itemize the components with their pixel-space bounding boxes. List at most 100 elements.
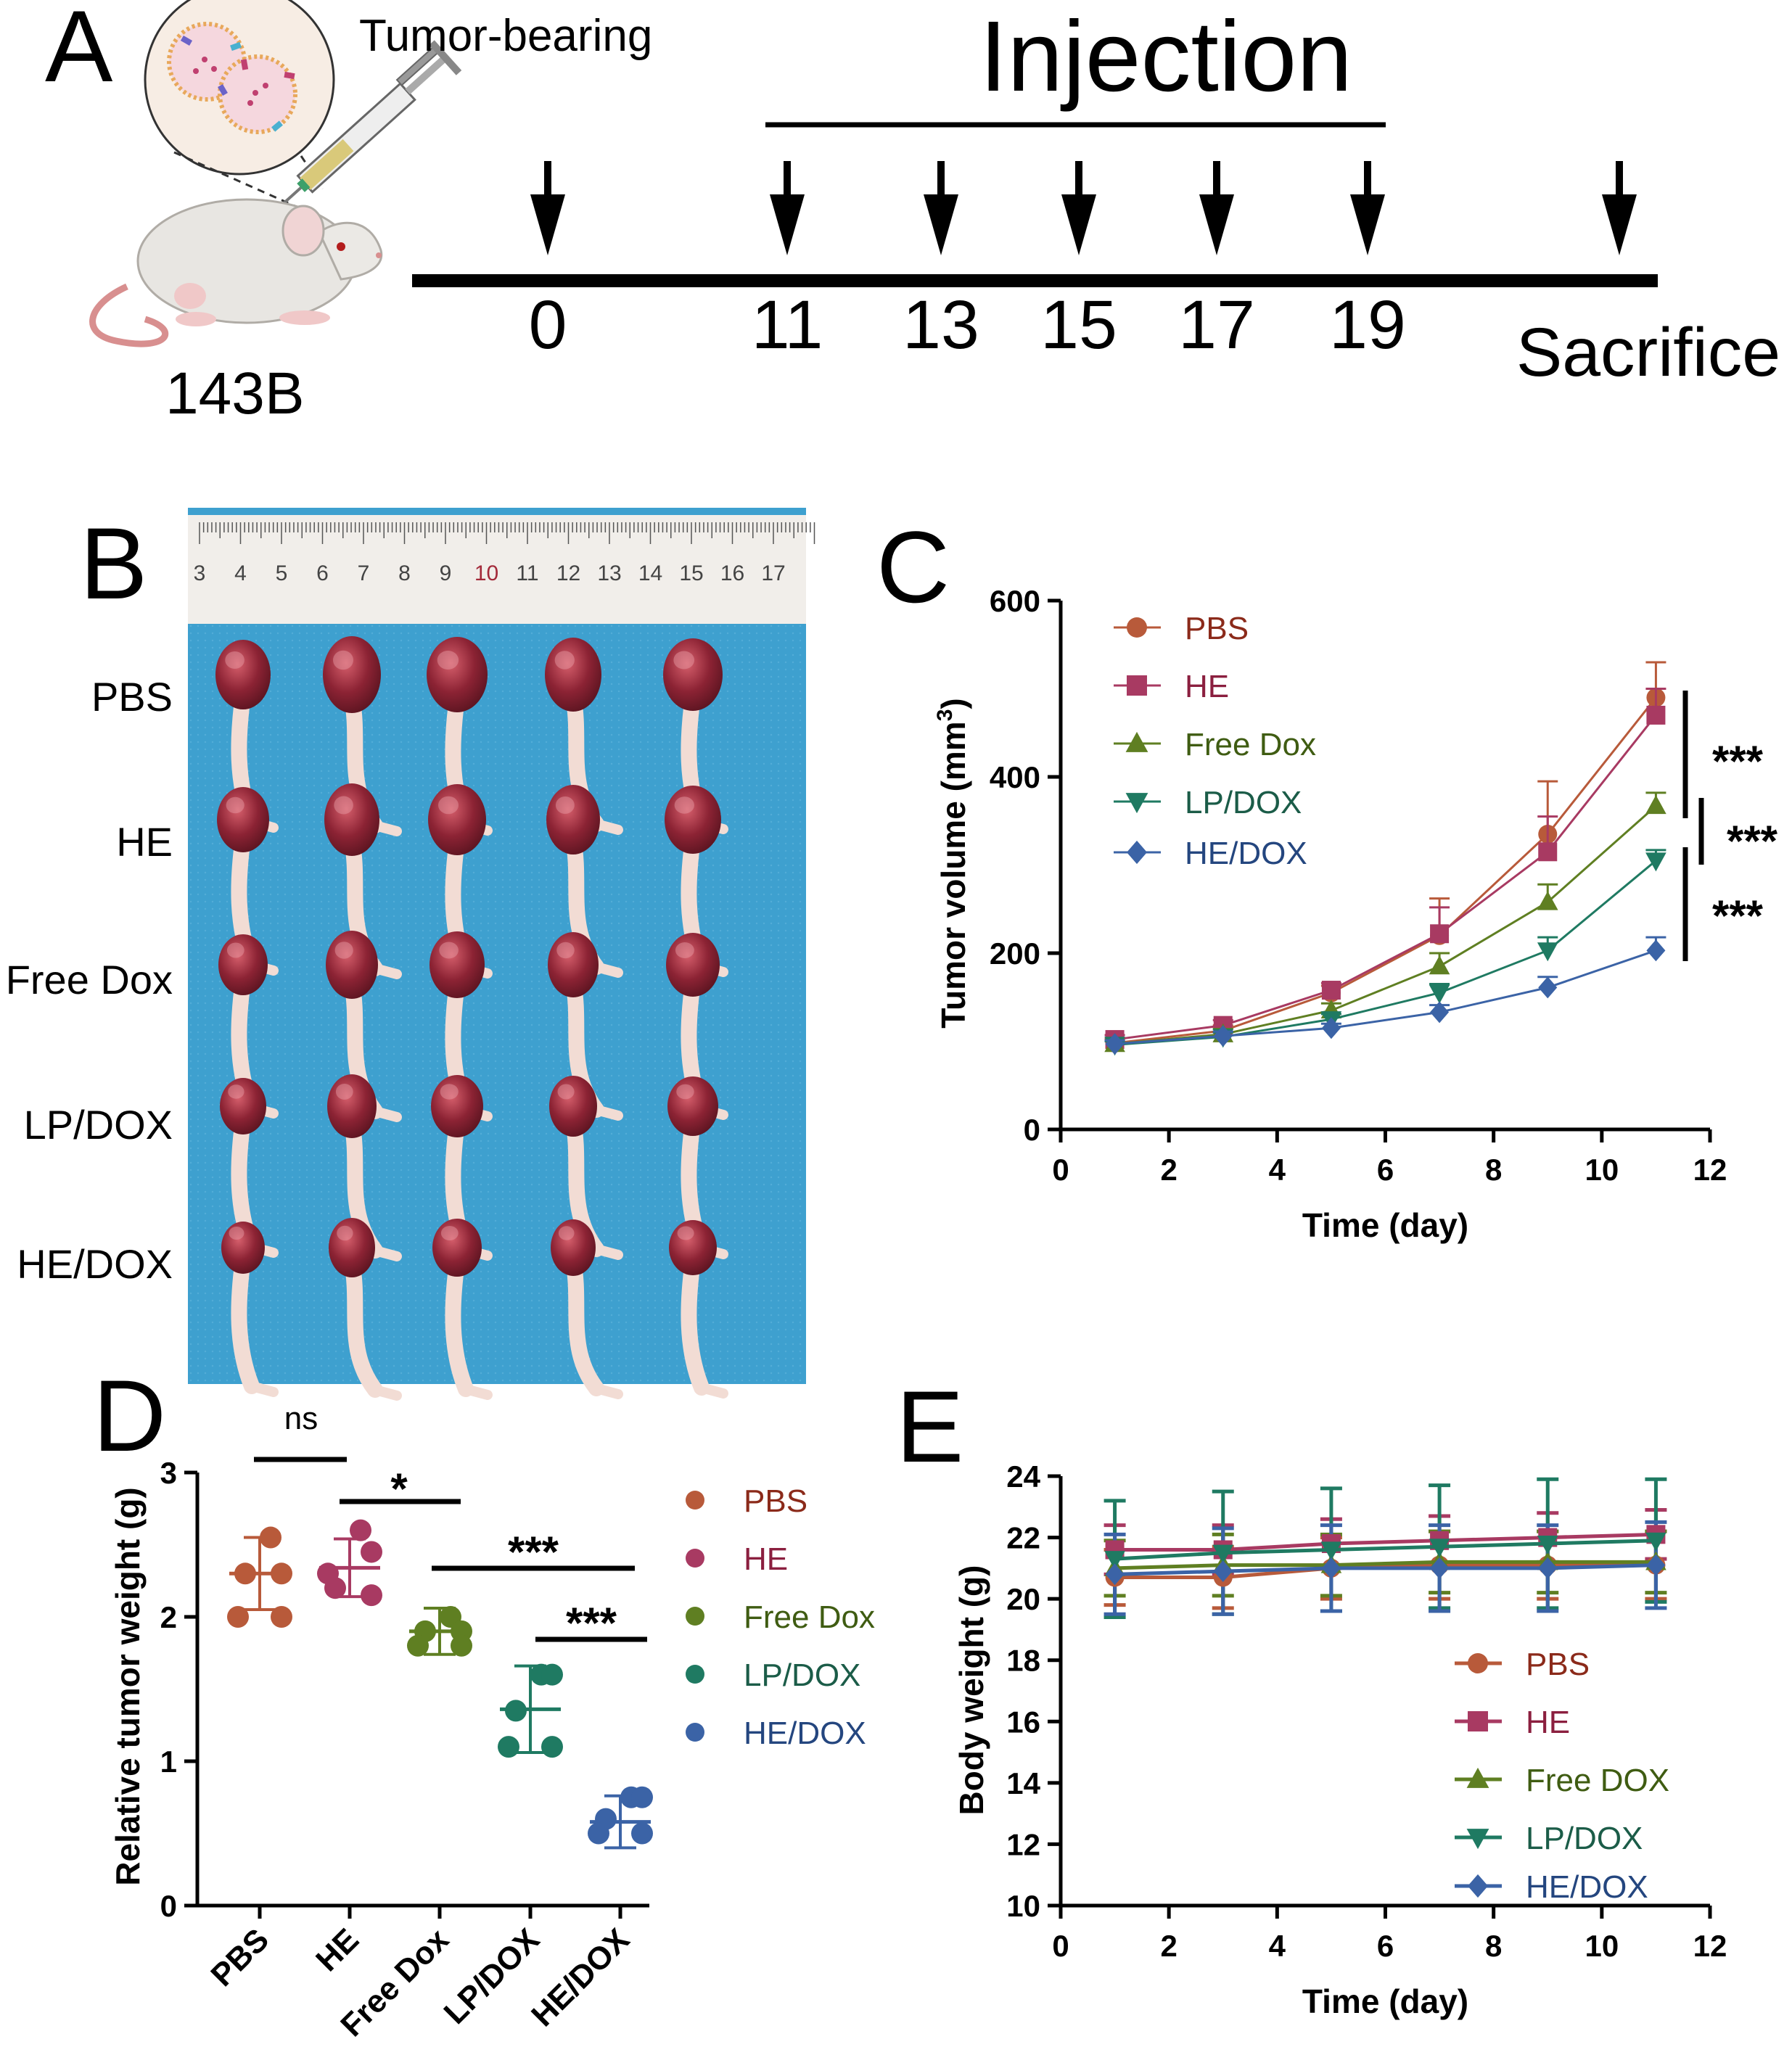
c-line-he (1114, 714, 1657, 1041)
d-comparison-label: * (390, 1465, 408, 1513)
d-point-lp-dox (498, 1736, 519, 1758)
e-line-lp-dox (1114, 1539, 1656, 1561)
c-x-tick-label: 12 (1693, 1153, 1727, 1187)
e-legend-label-he: HE (1526, 1705, 1570, 1740)
d-point-he (361, 1584, 382, 1607)
ruler-number: 15 (679, 561, 703, 585)
e-point-he-dox (1646, 1554, 1666, 1576)
row-label-he-dox: HE/DOX (17, 1241, 173, 1287)
syringe-icon (271, 40, 462, 215)
c-point-he-dox (1105, 1033, 1125, 1055)
d-legend-marker (686, 1549, 704, 1568)
c-x-tick-label: 8 (1485, 1153, 1502, 1187)
e-x-tick-label: 0 (1052, 1929, 1069, 1963)
c-y-tick-label: 200 (990, 936, 1040, 971)
ruler-number: 7 (358, 561, 370, 585)
e-y-tick-label: 12 (1006, 1827, 1040, 1861)
e-y-tick-label: 22 (1006, 1521, 1040, 1555)
c-y-tick-label: 0 (1024, 1113, 1040, 1147)
d-point-free-dox (407, 1634, 429, 1657)
c-legend-marker (1125, 731, 1148, 752)
c-significance-label: *** (1727, 817, 1778, 865)
d-point-pbs (227, 1606, 249, 1628)
tray-texture (188, 624, 806, 1384)
d-x-tick-label-pbs: PBS (204, 1922, 276, 1993)
e-y-tick-label: 10 (1006, 1889, 1040, 1923)
c-x-tick-label: 6 (1377, 1153, 1394, 1187)
c-point-free-dox (1537, 891, 1558, 910)
d-point-he (361, 1541, 382, 1563)
row-label-lp-dox: LP/DOX (24, 1102, 173, 1148)
c-line-lp-dox (1114, 860, 1657, 1046)
d-point-he-dox (631, 1822, 653, 1845)
sacrifice-label: Sacrifice (1516, 314, 1780, 391)
day-17-label: 17 (1178, 287, 1255, 363)
ruler-numbers: 3 4 5 6 7 8 9 10 11 12 13 14 15 16 17 (194, 561, 786, 585)
c-point-he-dox (1213, 1025, 1233, 1047)
d-legend-marker (686, 1723, 704, 1742)
day-15-label: 15 (1040, 287, 1117, 363)
d-point-he-dox (631, 1786, 653, 1808)
c-line-pbs (1114, 696, 1657, 1045)
e-x-tick-label: 12 (1693, 1929, 1727, 1963)
row-label-he: HE (116, 819, 173, 865)
down-arrow-icon (770, 161, 805, 255)
c-point-lp-dox (1429, 984, 1450, 1004)
c-point-he (1646, 705, 1666, 725)
tumor-specimen-he-dox (432, 1219, 493, 1400)
d-point-he (317, 1562, 339, 1585)
down-arrow-icon (1350, 161, 1385, 255)
d-y-tick-label: 2 (160, 1600, 177, 1634)
d-legend-label-he: HE (744, 1541, 788, 1577)
d-x-tick-label-he-dox: HE/DOX (525, 1922, 636, 2033)
e-legend-label-lp-dox: LP/DOX (1526, 1821, 1643, 1856)
c-point-he-dox (1538, 976, 1558, 999)
e-line-he-dox (1114, 1563, 1656, 1576)
row-label-pbs: PBS (91, 674, 173, 720)
d-point-lp-dox (505, 1700, 527, 1722)
e-point-lp-dox (1212, 1544, 1234, 1564)
panel-letter-b: B (80, 506, 147, 620)
e-legend-marker (1468, 1711, 1488, 1731)
ruler-number: 9 (440, 561, 452, 585)
c-point-he (1321, 981, 1341, 1000)
e-x-tick-label: 2 (1160, 1929, 1177, 1963)
tumor-specimen-he-dox (221, 1222, 279, 1397)
down-arrow-icon (1061, 161, 1096, 255)
c-point-he (1538, 842, 1558, 862)
d-point-pbs (271, 1562, 292, 1585)
c-line-he-dox (1114, 949, 1656, 1045)
ruler-number: 17 (761, 561, 785, 585)
day-0-label: 0 (529, 287, 567, 363)
d-legend-marker (686, 1491, 704, 1510)
d-point-pbs (271, 1606, 292, 1628)
c-x-tick-label: 0 (1052, 1153, 1069, 1187)
ruler-ticks (199, 522, 815, 544)
e-point-he-dox (1105, 1563, 1125, 1586)
c-legend-label-free-dox: Free Dox (1185, 727, 1316, 762)
c-legend-marker (1127, 617, 1147, 638)
panel-letter-e: E (896, 1370, 963, 1483)
d-comparison-label: *** (566, 1599, 617, 1647)
mouse-icon (89, 198, 383, 347)
e-point-lp-dox (1537, 1535, 1558, 1554)
d-legend-marker (686, 1607, 704, 1626)
panel-b: B 3 4 5 6 7 8 9 10 11 12 13 14 15 16 17 PBS HE Free Do… (6, 506, 815, 1401)
ruler-number: 6 (316, 561, 329, 585)
d-point-pbs (260, 1526, 281, 1549)
d-point-he-dox (588, 1822, 609, 1845)
d-legend-label-free-dox: Free Dox (744, 1599, 875, 1635)
c-line-free-dox (1114, 804, 1657, 1045)
d-legend-marker (686, 1665, 704, 1684)
e-point-lp-dox (1645, 1532, 1666, 1552)
c-legend-marker (1127, 675, 1147, 696)
d-point-free-dox (451, 1634, 472, 1657)
e-point-lp-dox (1429, 1539, 1450, 1558)
c-point-free-dox (1645, 795, 1666, 815)
injection-label: Injection (979, 1, 1352, 112)
c-significance-label: *** (1712, 891, 1764, 940)
day-19-label: 19 (1329, 287, 1406, 363)
c-point-lp-dox (1645, 852, 1666, 872)
